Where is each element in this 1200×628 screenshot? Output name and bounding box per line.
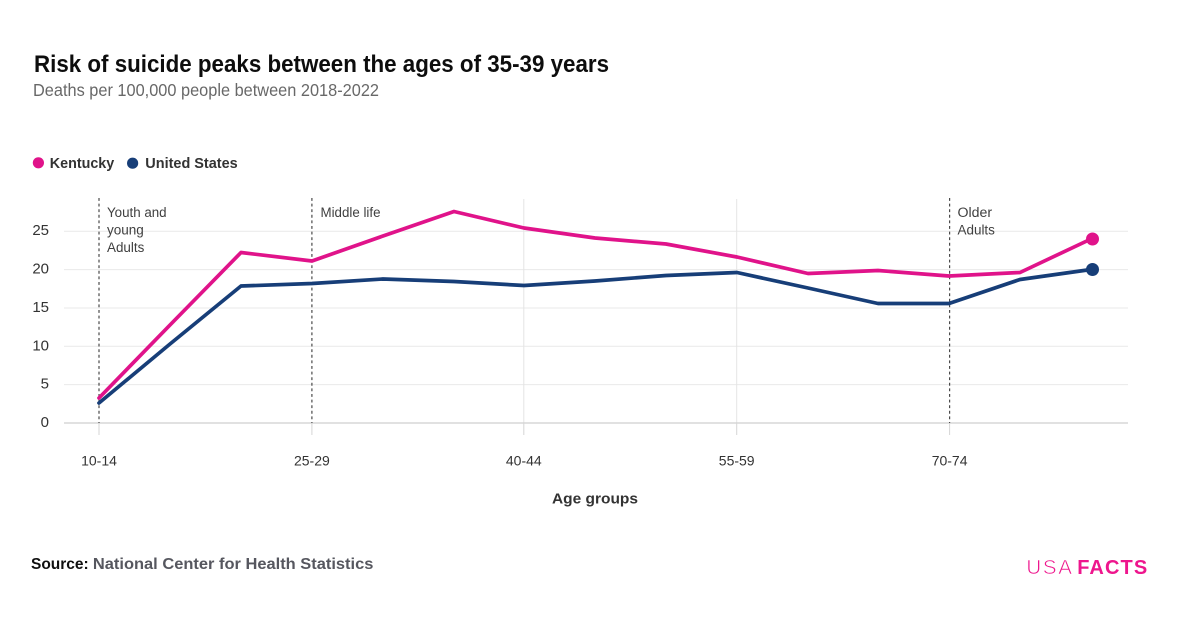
svg-text:0: 0	[41, 414, 49, 431]
svg-text:Age groups: Age groups	[552, 491, 638, 508]
svg-text:Adults: Adults	[958, 223, 995, 239]
svg-text:15: 15	[32, 299, 49, 316]
svg-text:40-44: 40-44	[506, 453, 542, 469]
svg-text:Risk of suicide peaks between: Risk of suicide peaks between the ages o…	[34, 51, 609, 78]
svg-text:Youth and: Youth and	[107, 205, 167, 221]
svg-text:25: 25	[32, 222, 49, 239]
svg-text:Deaths per 100,000 people betw: Deaths per 100,000 people between 2018-2…	[33, 80, 379, 100]
svg-text:25-29: 25-29	[294, 453, 330, 469]
svg-text:United States: United States	[145, 155, 237, 172]
svg-text:5: 5	[41, 376, 49, 393]
svg-text:10: 10	[32, 337, 49, 354]
svg-text:Source:: Source:	[31, 556, 89, 573]
svg-text:55-59: 55-59	[719, 453, 755, 469]
svg-text:20: 20	[32, 261, 49, 278]
svg-text:70-74: 70-74	[932, 453, 968, 469]
svg-text:Older: Older	[958, 205, 993, 221]
svg-text:10-14: 10-14	[81, 453, 117, 469]
svg-text:Middle life: Middle life	[321, 205, 381, 221]
svg-text:USA: USA	[1026, 556, 1072, 579]
svg-text:National Center for Health Sta: National Center for Health Statistics	[93, 556, 374, 573]
svg-text:Adults: Adults	[107, 240, 144, 256]
svg-text:FACTS: FACTS	[1077, 557, 1147, 579]
svg-text:Kentucky: Kentucky	[50, 155, 115, 172]
svg-text:young: young	[107, 223, 144, 239]
